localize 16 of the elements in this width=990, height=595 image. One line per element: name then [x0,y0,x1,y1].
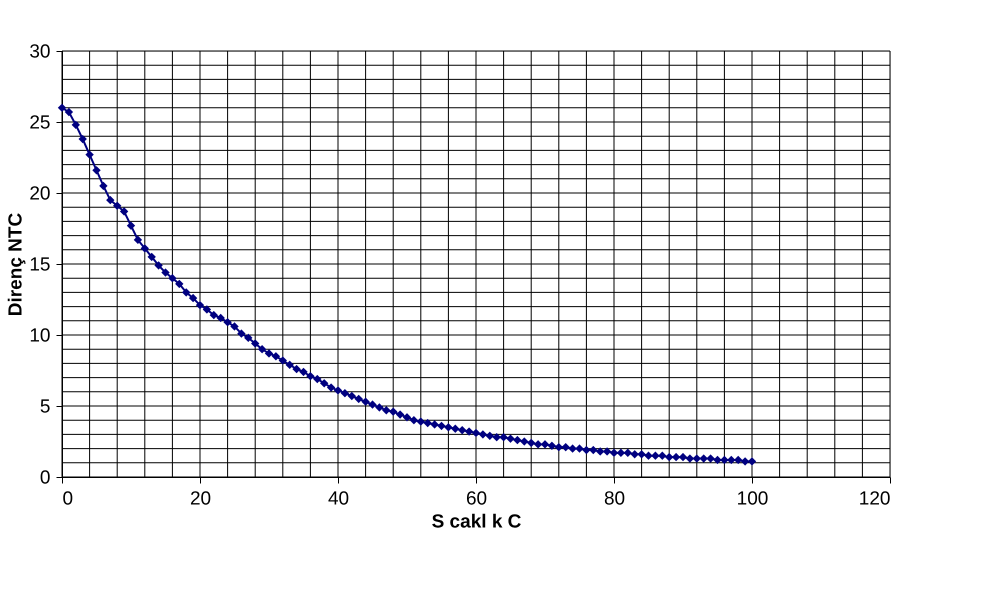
y-tick-label: 10 [29,326,50,346]
y-tick-label: 15 [29,254,50,276]
x-tick-label: 80 [604,488,626,510]
x-tick-label: 60 [466,488,488,510]
y-tick-label: 0 [40,468,50,488]
y-tick-label: 30 [29,42,50,62]
x-tick-label: 0 [62,488,74,510]
x-tick-label: 120 [858,488,890,510]
x-tick-label: 100 [736,488,768,510]
y-tick-label: 20 [29,184,50,204]
y-axis-title: Direnç NTC [5,212,26,316]
y-tick-label: 5 [40,396,50,418]
x-tick-label: 40 [328,488,350,510]
y-tick-label: 25 [29,112,50,134]
x-tick-label: 20 [190,488,212,510]
x-axis-title: S cakl k C [432,512,522,532]
